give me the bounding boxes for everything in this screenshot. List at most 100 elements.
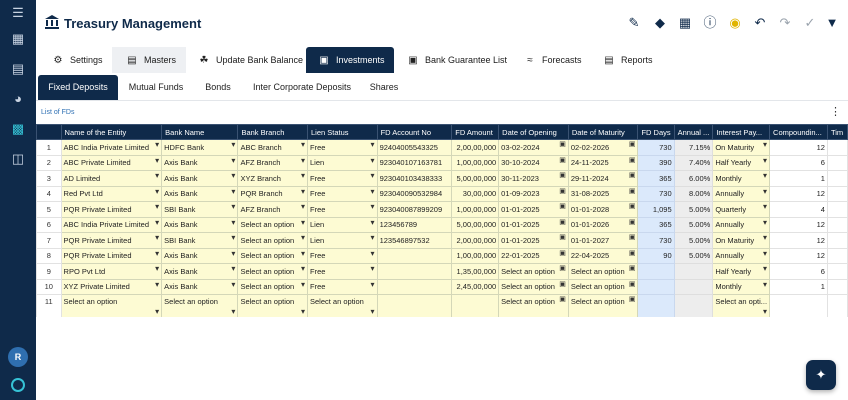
cell-maturity[interactable]: Select an option: [567, 278, 639, 295]
cell-acct[interactable]: [376, 294, 453, 317]
apps-grid-icon[interactable]: ▩: [11, 121, 25, 136]
cell-maturity[interactable]: 29-11-2024: [567, 170, 639, 187]
subtab-fixed-deposits[interactable]: Fixed Deposits: [38, 75, 118, 100]
filter-icon[interactable]: ▼: [825, 15, 839, 30]
cell-bank[interactable]: SBI Bank: [161, 201, 239, 218]
cell-bank[interactable]: Select an option: [161, 294, 239, 317]
cell-open[interactable]: 01-09-2023: [498, 185, 569, 202]
power-icon[interactable]: [11, 378, 25, 392]
cell-entity[interactable]: PQR Private Limited: [60, 232, 163, 249]
cell-time[interactable]: [826, 263, 848, 280]
cell-entity[interactable]: Red Pvt Ltd: [60, 185, 163, 202]
cell-annual[interactable]: 5.00%: [673, 247, 714, 264]
cell-entity[interactable]: AD Limited: [60, 170, 163, 187]
cell-interest[interactable]: Half Yearly: [712, 263, 771, 280]
cell-lien[interactable]: Free: [307, 185, 378, 202]
tab-update-bank-balance[interactable]: ☘ Update Bank Balance: [198, 47, 328, 73]
cell-entity[interactable]: ABC India Private Limited: [60, 139, 163, 156]
cell-time[interactable]: [826, 185, 848, 202]
column-header[interactable]: Compoundin...: [769, 124, 828, 140]
column-header[interactable]: Interest Pay...: [712, 124, 771, 140]
column-header[interactable]: [36, 124, 62, 140]
avatar[interactable]: R: [8, 347, 28, 367]
cell-days[interactable]: 390: [637, 154, 675, 171]
tab-forecasts[interactable]: ≈ Forecasts: [524, 47, 594, 73]
cell-lien[interactable]: Free: [307, 247, 378, 264]
cell-entity[interactable]: ABC Private Limited: [60, 154, 163, 171]
table-icon[interactable]: ▦: [678, 15, 692, 30]
column-header[interactable]: Bank Branch: [237, 124, 308, 140]
table-row[interactable]: 3AD LimitedAxis BankXYZ BranchFree923040…: [36, 170, 848, 187]
tab-investments[interactable]: ▣ Investments: [306, 47, 394, 73]
cell-interest[interactable]: Half Yearly: [712, 154, 771, 171]
tab-masters[interactable]: ▤ Masters: [112, 47, 186, 73]
column-header[interactable]: Name of the Entity: [60, 124, 163, 140]
cell-time[interactable]: [826, 216, 848, 233]
cell-open[interactable]: 30-11-2023: [498, 170, 569, 187]
cell-acct[interactable]: [376, 247, 453, 264]
cell-acct[interactable]: 923040090532984: [376, 185, 453, 202]
cell-maturity[interactable]: 02-02-2026: [567, 139, 639, 156]
cell-annual[interactable]: [673, 294, 714, 317]
cell-open[interactable]: Select an option: [498, 263, 569, 280]
analytics-icon[interactable]: ▤: [11, 61, 25, 76]
cell-amount[interactable]: 5,00,00,000: [451, 216, 500, 233]
cell-branch[interactable]: PQR Branch: [237, 185, 308, 202]
cell-comp[interactable]: 12: [769, 247, 828, 264]
cell-days[interactable]: 730: [637, 139, 675, 156]
layers-icon[interactable]: ◆: [655, 15, 665, 30]
building-icon[interactable]: ◫: [11, 151, 25, 166]
cell-comp[interactable]: 1: [769, 170, 828, 187]
tab-bank-guarantee-list[interactable]: ▣ Bank Guarantee List: [407, 47, 517, 73]
cell-maturity[interactable]: 31-08-2025: [567, 185, 639, 202]
cell-lien[interactable]: Free: [307, 201, 378, 218]
cell-interest[interactable]: Annually: [712, 247, 771, 264]
column-header[interactable]: Bank Name: [161, 124, 239, 140]
cell-days[interactable]: 730: [637, 185, 675, 202]
dashboard-icon[interactable]: ▦: [11, 31, 25, 46]
cell-annual[interactable]: 5.00%: [673, 201, 714, 218]
cell-bank[interactable]: Axis Bank: [161, 154, 239, 171]
cell-acct[interactable]: 923040087899209: [376, 201, 453, 218]
cell-branch[interactable]: AFZ Branch: [237, 201, 308, 218]
cell-acct[interactable]: 92404005543325: [376, 139, 453, 156]
cell-open[interactable]: Select an option: [498, 294, 569, 317]
cell-lien[interactable]: Lien: [307, 154, 378, 171]
column-header[interactable]: Date of Opening: [498, 124, 569, 140]
cell-time[interactable]: [826, 170, 848, 187]
cell-amount[interactable]: 1,00,00,000: [451, 154, 500, 171]
cell-days[interactable]: [637, 263, 675, 280]
cell-comp[interactable]: 12: [769, 232, 828, 249]
cell-time[interactable]: [826, 278, 848, 295]
cell-maturity[interactable]: Select an option: [567, 294, 639, 317]
cell-lien[interactable]: Free: [307, 278, 378, 295]
cell-annual[interactable]: 5.00%: [673, 216, 714, 233]
cell-comp[interactable]: 6: [769, 154, 828, 171]
info-icon[interactable]: ⓘ: [703, 15, 717, 30]
cell-amount[interactable]: 1,35,00,000: [451, 263, 500, 280]
cell-days[interactable]: 90: [637, 247, 675, 264]
cell-open[interactable]: 22-01-2025: [498, 247, 569, 264]
cell-branch[interactable]: Select an option: [237, 263, 308, 280]
cell-entity[interactable]: Select an option: [60, 294, 163, 317]
cell-acct[interactable]: 923040107163781: [376, 154, 453, 171]
cell-acct[interactable]: [376, 263, 453, 280]
cell-branch[interactable]: Select an option: [237, 247, 308, 264]
cell-entity[interactable]: PQR Private Limited: [60, 247, 163, 264]
cell-comp[interactable]: 12: [769, 139, 828, 156]
cell-annual[interactable]: 7.40%: [673, 154, 714, 171]
cell-branch[interactable]: AFZ Branch: [237, 154, 308, 171]
cell-bank[interactable]: HDFC Bank: [161, 139, 239, 156]
undo-icon[interactable]: ↶: [754, 15, 766, 30]
cell-acct[interactable]: 123546897532: [376, 232, 453, 249]
cell-interest[interactable]: Monthly: [712, 278, 771, 295]
cell-open[interactable]: Select an option: [498, 278, 569, 295]
cell-bank[interactable]: Axis Bank: [161, 278, 239, 295]
cell-branch[interactable]: Select an option: [237, 278, 308, 295]
cell-lien[interactable]: Lien: [307, 232, 378, 249]
